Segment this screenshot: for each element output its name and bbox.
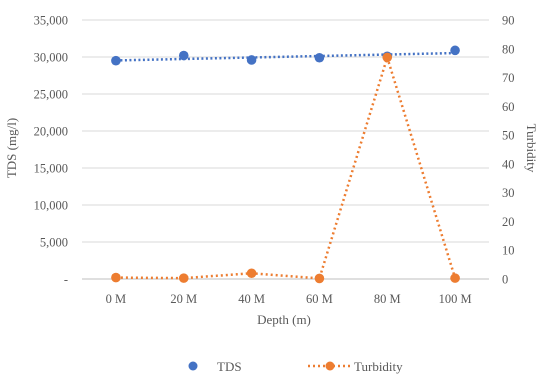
y2-tick-label: 60	[502, 100, 515, 114]
tds-point	[178, 50, 189, 61]
turbidity-point	[314, 273, 325, 284]
y-tick-label: 25,000	[34, 88, 68, 102]
tds-point	[314, 52, 325, 63]
y2-tick-label: 0	[502, 273, 508, 287]
y-tick-label: 10,000	[34, 199, 68, 213]
x-axis-ticks: 0 M 20 M 40 M 60 M 80 M 100 M	[106, 292, 472, 306]
y2-tick-label: 50	[502, 129, 515, 143]
y-tick-label: 5,000	[40, 236, 68, 250]
y2-tick-label: 90	[502, 14, 515, 28]
y-tick-label: -	[64, 273, 68, 287]
tds-point	[111, 55, 121, 66]
y2-tick-label: 30	[502, 186, 515, 200]
legend-marker-turbidity	[325, 361, 335, 371]
y-axis-title: TDS (mg/l)	[4, 118, 19, 178]
legend-item-tds: TDS	[188, 359, 242, 374]
x-tick-label: 20 M	[170, 292, 197, 306]
y-tick-label: 20,000	[34, 125, 68, 139]
turbidity-line	[115, 53, 457, 280]
turbidity-point	[246, 268, 257, 279]
turbidity-point	[450, 273, 460, 283]
y2-tick-label: 20	[502, 215, 515, 229]
y-tick-label: 35,000	[34, 14, 68, 28]
tds-point	[246, 55, 257, 65]
left-axis-ticks: - 5,000 10,000 15,000 20,000 25,000 30,000 35,0…	[34, 14, 68, 287]
x-axis-title: Depth (m)	[257, 312, 311, 327]
tds-point	[450, 45, 460, 56]
legend-label-turbidity: Turbidity	[354, 359, 403, 374]
x-tick-label: 0 M	[106, 292, 127, 306]
y-tick-label: 15,000	[34, 162, 68, 176]
y-tick-label: 30,000	[34, 51, 68, 65]
turbidity-point	[382, 52, 393, 63]
x-tick-label: 100 M	[439, 292, 472, 306]
series-layer	[111, 45, 460, 284]
y2-tick-label: 70	[502, 71, 515, 85]
x-tick-label: 80 M	[374, 292, 401, 306]
y2-tick-label: 40	[502, 157, 515, 171]
legend-item-turbidity: Turbidity	[308, 359, 403, 374]
gridlines	[82, 19, 489, 280]
x-tick-label: 40 M	[238, 292, 265, 306]
y2-axis-title: Turbidity	[524, 124, 537, 173]
legend: TDS Turbidity	[188, 359, 403, 374]
x-tick-label: 60 M	[306, 292, 333, 306]
y2-tick-label: 80	[502, 42, 515, 56]
legend-marker-tds	[188, 361, 198, 371]
turbidity-point	[178, 273, 189, 283]
y2-tick-label: 10	[502, 244, 515, 258]
right-axis-ticks: 0 10 20 30 40 50 60 70 80 90	[502, 14, 515, 287]
legend-label-tds: TDS	[217, 359, 242, 374]
turbidity-point	[111, 272, 121, 283]
